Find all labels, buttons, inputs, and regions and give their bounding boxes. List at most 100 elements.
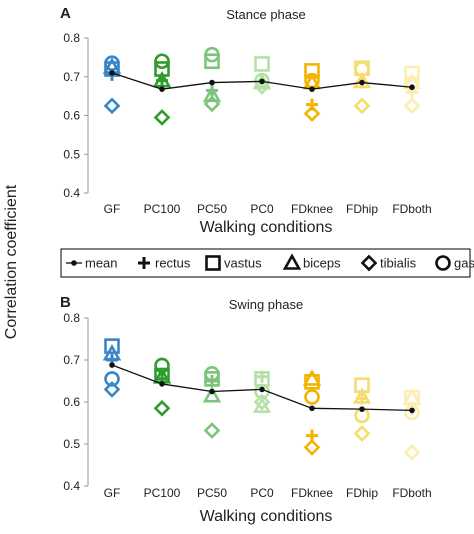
tibialis-point [353,97,371,115]
tibialis-point [403,444,421,461]
y-tick-label: 0.6 [63,109,80,123]
tibialis-point [303,105,321,122]
figure-ylabel: Correlation coefficient [3,184,20,339]
x-axis-label: Walking conditions [200,508,333,525]
y-tick-label: 0.6 [63,395,80,409]
biceps-point [102,344,122,361]
x-tick-label: PC100 [144,202,181,216]
biceps-point [402,388,422,405]
gastro-point [354,61,370,77]
tibialis-point [403,97,421,115]
x-tick-label: FDhip [346,486,378,500]
x-tick-label: GF [104,202,121,216]
gastro-point [404,75,420,92]
y-tick-label: 0.8 [63,311,80,325]
vastus-point [404,65,420,82]
legend-biceps-marker [282,253,302,270]
y-tick-label: 0.8 [63,31,80,45]
x-tick-label: FDknee [291,486,333,500]
x-tick-label: PC50 [197,486,227,500]
x-tick-label: GF [104,486,121,500]
x-tick-label: FDboth [392,486,431,500]
panel-label: A [60,5,71,22]
y-tick-label: 0.7 [63,353,80,367]
gastro-point [254,72,270,89]
mean-point [109,362,115,368]
legend-label: gastro [454,256,474,271]
gastro-point [104,55,120,71]
x-axis-label: Walking conditions [200,219,333,236]
legend: mean rectus vastus biceps tibialis gastro [60,248,474,278]
tibialis-point [103,97,121,115]
gastro-point [404,404,420,421]
biceps-point [352,387,372,404]
y-tick-label: 0.5 [63,147,80,161]
x-tick-label: FDhip [346,202,378,216]
biceps-point [202,85,222,103]
mean-point [209,388,215,395]
gastro-point [304,389,320,405]
vastus-point [104,338,120,354]
gastro-point [204,366,220,382]
legend-label: vastus [224,256,262,271]
tibialis-point [103,381,121,398]
mean-point [359,406,365,412]
mean-point [209,79,215,86]
y-tick-label: 0.4 [63,479,80,493]
x-tick-label: PC0 [250,486,274,500]
biceps-point [152,70,172,88]
vastus-point [204,371,220,387]
biceps-point [302,369,322,386]
mean-point [159,381,165,387]
tibialis-point [153,399,171,417]
tibialis-point [253,393,271,411]
mean-point [159,86,165,92]
tibialis-point [153,109,171,126]
panel-swing: B Swing phase 0.8 0.7 0.6 0.5 0.4 GF PC100 PC50 PC… [60,294,432,525]
legend-rectus-marker [138,257,150,269]
vastus-point [204,53,220,70]
biceps-point [352,71,372,89]
legend-frame [60,248,471,278]
gastro-point [154,357,170,374]
tibialis-point [353,425,371,442]
tibialis-point [303,439,321,456]
mean-point [309,86,315,92]
x-tick-label: PC0 [250,202,274,216]
x-tick-label: PC100 [144,486,181,500]
tibialis-point [203,422,221,439]
mean-point [259,386,265,393]
panel-title: Swing phase [229,297,303,312]
legend-label: biceps [303,256,341,271]
y-tick-label: 0.7 [63,70,80,84]
biceps-point [202,386,222,403]
x-tick-label: PC50 [197,202,227,216]
x-tick-label: FDboth [392,202,431,216]
gastro-point [204,46,220,63]
mean-point [409,84,415,91]
mean-point [259,78,265,85]
gastro-point [104,371,120,387]
legend-label: tibialis [380,256,417,271]
panel-title: Stance phase [226,7,306,22]
mean-point [409,407,415,414]
mean-point [309,405,315,412]
mean-point [359,79,365,86]
gastro-point [154,53,170,70]
legend-gastro-marker [435,255,451,271]
x-tick-label: FDknee [291,202,333,216]
vastus-point [254,56,270,72]
legend-mean-marker [71,260,77,266]
panel-stance: A Stance phase 0.8 0.7 0.6 0.5 0.4 GF PC100 PC50 P… [60,5,432,236]
legend-vastus-marker [205,255,221,271]
panel-label: B [60,294,71,311]
legend-label: mean [85,256,118,271]
tibialis-point [203,95,221,113]
y-tick-label: 0.5 [63,437,80,451]
legend-tibialis-marker [360,254,378,272]
mean-point [109,70,115,76]
legend-label: rectus [155,256,191,271]
y-tick-label: 0.4 [63,186,80,200]
